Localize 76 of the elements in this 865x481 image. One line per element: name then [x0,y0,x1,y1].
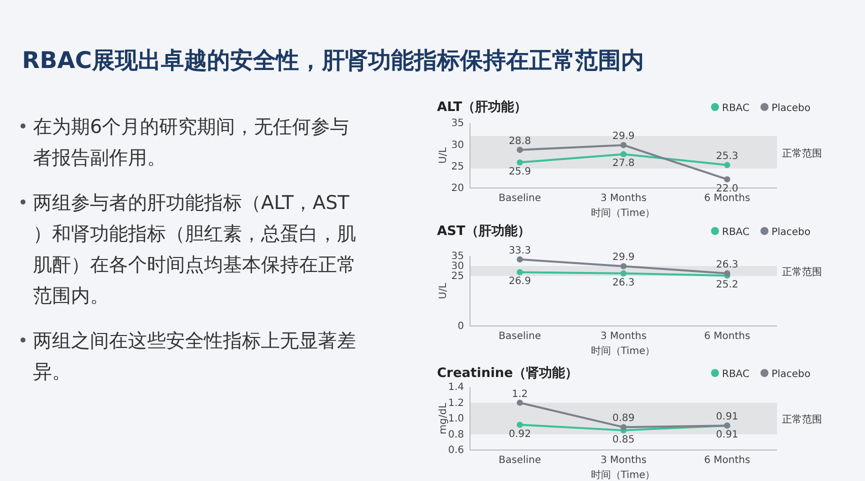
band-label: 正常范围 [782,414,822,426]
band-label: 正常范围 [782,147,822,160]
point [620,263,627,270]
data-label: 25.9 [508,166,531,178]
point [516,146,523,153]
band-label: 正常范围 [782,266,822,278]
x-tick-label: 6 Months [704,455,750,466]
chart-title: ALT（肝功能） [437,99,528,115]
point [724,162,730,168]
text: 两组参与者的肝功能指标（ALT，AST）和肾功能指标（胆红素，总蛋白，肌肌酐）在各个时间点均基本保持在正常范围内。 [33,192,356,307]
point [516,422,523,428]
x-axis-title: 时间（Time） [590,469,656,481]
y-axis-title: U/L [438,282,449,300]
chart-title: Creatinine（肾功能） [437,365,578,381]
data-label: 0.91 [716,430,738,441]
data-label: 28.8 [508,136,531,147]
y-tick-label: 30 [451,261,464,272]
point [724,176,730,182]
data-label: 29.9 [612,131,635,142]
legend-label: RBAC [722,227,750,238]
y-tick-label: 30 [451,140,464,151]
data-label: 26.9 [508,276,531,288]
data-label: 26.3 [716,259,738,270]
text: 在为期6个月的研究期间，无任何参与者报告副作用。 [33,116,350,169]
data-label: 25.2 [716,280,738,291]
x-tick-label: 6 Months [704,193,750,204]
x-tick-label: 6 Months [704,331,750,342]
data-label: 33.3 [508,245,531,256]
point [620,424,627,430]
point [516,269,523,276]
point [724,270,730,276]
y-tick-label: 0.6 [448,445,464,456]
data-label: 25.3 [716,151,738,162]
x-tick-label: Baseline [498,193,542,204]
legend-label: Placebo [771,369,811,380]
x-axis-title: 时间（Time） [590,207,656,219]
data-label: 0.85 [612,434,635,446]
data-label: 0.91 [716,412,738,423]
y-tick-label: 0 [458,321,464,332]
y-axis-title: U/L [438,146,449,164]
y-tick-label: 1.2 [448,398,464,409]
data-label: 26.3 [612,277,635,288]
point [620,270,627,276]
point [516,400,523,406]
data-label: 0.92 [508,428,531,440]
data-label: 22.0 [716,183,738,194]
x-tick-label: 3 Months [600,455,647,466]
point [516,256,523,262]
x-tick-label: 3 Months [600,331,647,342]
x-axis-title: 时间（Time） [590,345,656,357]
y-tick-label: 1.4 [448,382,464,394]
data-label: 1.2 [512,388,528,400]
x-tick-label: Baseline [498,331,542,342]
chart-title: AST（肝功能） [437,223,530,239]
legend-label: RBAC [722,369,750,380]
text: RBAC展现出卓越的安全性，肝肾功能指标保持在正常范围内 [22,47,644,74]
data-label: 0.89 [612,413,635,424]
point [516,159,523,166]
y-tick-label: 25 [451,162,464,173]
point [620,151,627,158]
y-tick-label: 35 [451,118,464,130]
legend-label: Placebo [771,227,811,238]
legend-label: RBAC [722,103,750,114]
x-tick-label: Baseline [498,455,542,466]
y-axis-title: mg/dL [438,402,449,434]
y-tick-label: 25 [451,271,464,282]
y-tick-label: 20 [451,183,464,194]
text: 两组之间在这些安全性指标上无显著差异。 [33,330,356,383]
y-tick-label: 1.0 [448,414,464,425]
x-tick-label: 3 Months [600,193,647,204]
point [620,142,627,148]
data-label: 27.8 [612,158,635,170]
data-label: 29.9 [612,252,635,264]
y-tick-label: 35 [451,251,464,262]
legend-label: Placebo [771,103,811,114]
y-tick-label: 0.8 [448,429,464,440]
